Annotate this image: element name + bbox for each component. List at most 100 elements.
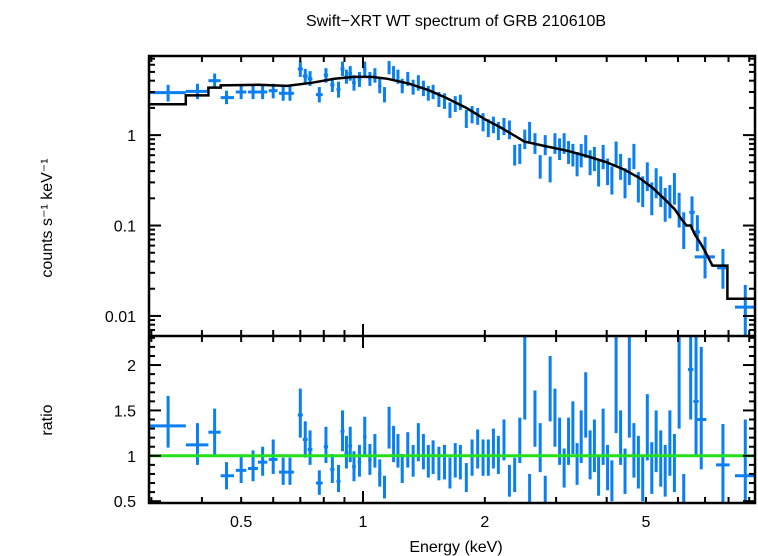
spectrum-data-point: [340, 61, 345, 77]
ratio-data-point: [636, 435, 640, 489]
ratio-data-point: [659, 430, 663, 487]
ratio-data-point: [336, 464, 341, 493]
spectrum-data-point: [584, 135, 588, 158]
ratio-data-point: [567, 417, 571, 465]
spectrum-data-point: [735, 284, 755, 336]
ratio-data-point: [400, 453, 404, 484]
y-tick-label: 0.1: [114, 219, 136, 236]
ratio-data-point: [323, 426, 329, 464]
ratio-data-point: [486, 439, 490, 476]
spectrum-data-point: [185, 83, 209, 100]
spectrum-data-point: [610, 166, 614, 195]
spectrum-data-point: [481, 113, 485, 132]
spectrum-data-point: [553, 133, 557, 154]
spectrum-data-point: [523, 129, 527, 150]
spectrum-data-point: [392, 66, 396, 81]
ratio-data-point: [553, 388, 557, 447]
spectrum-data-point: [597, 160, 601, 187]
ratio-data-point: [716, 424, 730, 503]
spectrum-data-point: [373, 68, 377, 83]
ratio-data-point: [307, 430, 313, 465]
spectrum-data-point: [601, 144, 605, 170]
y-tick-label: 1: [127, 449, 136, 466]
spectrum-data-point: [248, 84, 258, 100]
ratio-data-point: [597, 455, 601, 496]
ratio-data-point: [735, 419, 755, 503]
ratio-data-point: [387, 406, 391, 449]
ratio-data-point: [344, 435, 349, 469]
ratio-data-point: [548, 355, 552, 422]
ratio-data-point: [632, 423, 636, 478]
ratio-data-point: [378, 459, 382, 487]
ratio-panel: [149, 336, 755, 503]
ratio-data-point: [641, 455, 645, 502]
model-line: [149, 75, 755, 300]
spectrum-data-point: [362, 61, 367, 77]
ratio-data-point: [406, 432, 410, 468]
spectrum-data-point: [302, 68, 308, 84]
ratio-data-point: [368, 444, 372, 475]
spectrum-data-point: [426, 85, 430, 101]
spectrum-data-point: [682, 212, 686, 250]
ratio-data-point: [287, 457, 294, 485]
y-tick-label: 2: [127, 358, 136, 375]
ratio-data-point: [340, 410, 345, 452]
ratio-data-point: [302, 421, 308, 458]
ratio-data-point: [330, 453, 335, 484]
x-tick-label: 1: [359, 514, 368, 531]
ratio-data-point: [426, 444, 430, 478]
y-tick-label: 0.5: [114, 494, 136, 511]
spectrum-data-point: [458, 94, 462, 110]
ratio-data-point: [543, 475, 547, 503]
spectrum-data-point: [645, 162, 649, 192]
ratio-data-point: [513, 457, 517, 493]
spectrum-data-point: [149, 84, 186, 102]
spectrum-data-point: [411, 79, 415, 95]
ratio-data-point: [645, 394, 649, 461]
ratio-data-point: [257, 446, 268, 476]
spectrum-panel: [149, 61, 755, 336]
ratio-data-point: [558, 417, 562, 465]
x-tick-label: 5: [641, 514, 650, 531]
chart-title: Swift−XRT WT spectrum of GRB 210610B: [306, 13, 606, 30]
spectrum-data-point: [571, 143, 575, 167]
spectrum-data-point: [659, 176, 663, 208]
spectrum-data-point: [502, 117, 506, 136]
ratio-data-point: [687, 336, 694, 420]
spectrum-data-point: [588, 150, 592, 176]
y-tick-label: 0.01: [105, 309, 136, 326]
ratio-data-point: [654, 410, 658, 473]
spectrum-data-point: [220, 90, 234, 105]
ratio-data-point: [185, 423, 209, 465]
spectrum-data-point: [287, 85, 294, 101]
spectrum-data-point: [315, 87, 323, 103]
spectrum-data-point: [632, 143, 636, 170]
ratio-data-point: [579, 410, 583, 464]
spectrum-data-point: [668, 185, 672, 219]
ratio-data-point: [411, 444, 415, 477]
ratio-data-point: [453, 443, 457, 478]
x-tick-label: 0.5: [230, 514, 252, 531]
ratio-data-point: [696, 346, 707, 470]
spectrum-data-point: [257, 84, 268, 100]
ratio-data-point: [297, 388, 303, 438]
ratio-data-point: [443, 444, 447, 480]
plot-frame: 0.5 1 2 5 0.01 0.1 1 0.5 1 1.5 2: [105, 54, 757, 531]
ratio-data-point: [470, 439, 474, 476]
ratio-data-point: [528, 473, 532, 503]
ratio-data-point: [606, 444, 610, 491]
ratio-data-point: [610, 460, 614, 502]
ratio-data-point: [235, 455, 247, 484]
spectrum-data-point: [538, 155, 542, 179]
ratio-data-point: [668, 410, 672, 476]
ratio-data-point: [373, 434, 377, 468]
ratio-data-point: [476, 429, 480, 469]
spectrum-data-point: [677, 192, 681, 228]
y-tick-label: 1.5: [114, 403, 136, 420]
ratio-data-point: [571, 401, 575, 454]
spectrum-data-point: [689, 196, 695, 230]
ratio-data-point: [396, 434, 400, 468]
ratio-data-point: [533, 390, 537, 447]
spectrum-data-point: [387, 61, 391, 75]
spectrum-data-point: [548, 156, 552, 183]
